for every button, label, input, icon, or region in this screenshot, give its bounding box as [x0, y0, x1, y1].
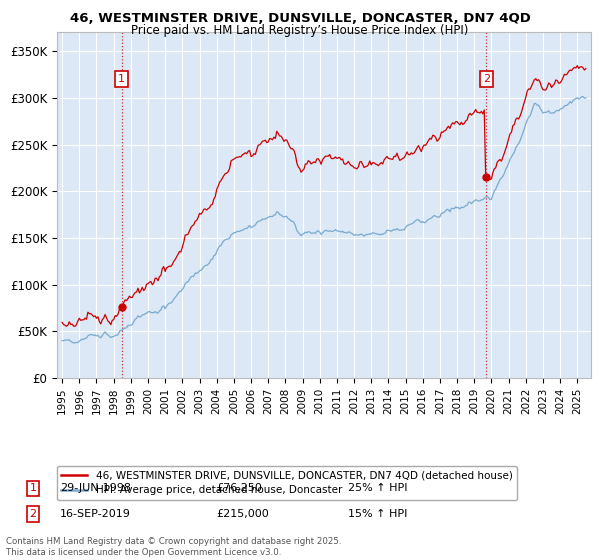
Text: 2: 2 [29, 509, 37, 519]
Text: 16-SEP-2019: 16-SEP-2019 [60, 509, 131, 519]
Text: 1: 1 [118, 74, 125, 84]
Text: £76,250: £76,250 [216, 483, 262, 493]
Text: 2: 2 [483, 74, 490, 84]
Text: Price paid vs. HM Land Registry’s House Price Index (HPI): Price paid vs. HM Land Registry’s House … [131, 24, 469, 37]
Text: 29-JUN-1998: 29-JUN-1998 [60, 483, 131, 493]
Text: £215,000: £215,000 [216, 509, 269, 519]
Text: 1: 1 [29, 483, 37, 493]
Text: 15% ↑ HPI: 15% ↑ HPI [348, 509, 407, 519]
Text: Contains HM Land Registry data © Crown copyright and database right 2025.
This d: Contains HM Land Registry data © Crown c… [6, 537, 341, 557]
Legend: 46, WESTMINSTER DRIVE, DUNSVILLE, DONCASTER, DN7 4QD (detached house), HPI: Aver: 46, WESTMINSTER DRIVE, DUNSVILLE, DONCAS… [57, 466, 517, 500]
Text: 46, WESTMINSTER DRIVE, DUNSVILLE, DONCASTER, DN7 4QD: 46, WESTMINSTER DRIVE, DUNSVILLE, DONCAS… [70, 12, 530, 25]
Text: 25% ↑ HPI: 25% ↑ HPI [348, 483, 407, 493]
